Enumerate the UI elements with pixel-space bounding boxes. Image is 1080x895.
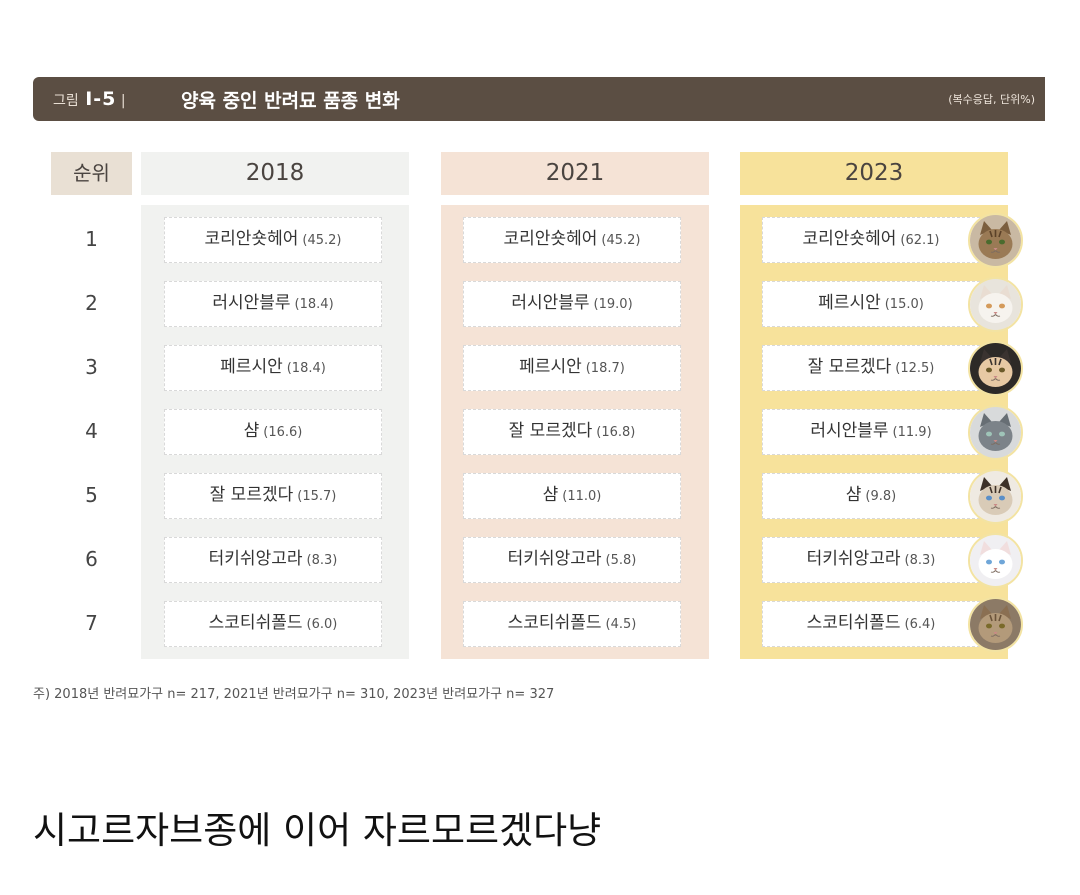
- rank-number: 2: [85, 291, 98, 315]
- white-angora-cat-icon: [968, 533, 1023, 588]
- breed-name: 터키쉬앙고라: [507, 549, 602, 569]
- white-persian-cat-icon: [968, 277, 1023, 332]
- breed-name: 샴: [243, 421, 260, 441]
- breed-percent: (19.0): [593, 297, 633, 312]
- breed-percent: (8.3): [904, 553, 936, 568]
- breed-name: 페르시안: [519, 357, 582, 377]
- breed-name: 샴: [845, 485, 862, 505]
- breed-cell-2023-rank-3: 잘 모르겠다 (12.5): [762, 345, 980, 391]
- breed-name: 러시안블루: [810, 421, 889, 441]
- breed-percent: (4.5): [605, 617, 637, 632]
- rank-number: 5: [85, 483, 98, 507]
- breed-cell-2021-rank-1: 코리안숏헤어 (45.2): [463, 217, 681, 263]
- breed-percent: (5.8): [605, 553, 637, 568]
- breed-name: 코리안숏헤어: [204, 229, 299, 249]
- breed-name: 샴: [542, 485, 559, 505]
- mixed-cat-icon: [968, 341, 1023, 396]
- figure-title: 양육 중인 반려묘 품종 변화: [181, 90, 400, 112]
- breed-name: 스코티쉬폴드: [507, 613, 602, 633]
- breed-percent: (45.2): [601, 233, 641, 248]
- breed-cell-2018-rank-5: 잘 모르겠다 (15.7): [164, 473, 382, 519]
- breed-percent: (12.5): [895, 361, 935, 376]
- breed-percent: (18.4): [294, 297, 334, 312]
- breed-cell-2018-rank-4: 샴 (16.6): [164, 409, 382, 455]
- breed-name: 페르시안: [220, 357, 283, 377]
- breed-cell-2018-rank-6: 터키쉬앙고라 (8.3): [164, 537, 382, 583]
- footnote: 주) 2018년 반려묘가구 n= 217, 2021년 반려묘가구 n= 31…: [33, 687, 555, 702]
- breed-cell-2021-rank-5: 샴 (11.0): [463, 473, 681, 519]
- unit-note: (복수응답, 단위%): [948, 93, 1035, 106]
- breed-cell-2021-rank-3: 페르시안 (18.7): [463, 345, 681, 391]
- breed-percent: (62.1): [900, 233, 940, 248]
- breed-name: 스코티쉬폴드: [208, 613, 303, 633]
- breed-percent: (11.9): [892, 425, 932, 440]
- breed-name: 러시안블루: [212, 293, 291, 313]
- rank-number: 6: [85, 547, 98, 571]
- gray-cat-icon: [968, 405, 1023, 460]
- breed-cell-2023-rank-4: 러시안블루 (11.9): [762, 409, 980, 455]
- breed-name: 러시안블루: [511, 293, 590, 313]
- breed-cell-2021-rank-7: 스코티쉬폴드 (4.5): [463, 601, 681, 647]
- breed-cell-2021-rank-2: 러시안블루 (19.0): [463, 281, 681, 327]
- breed-percent: (8.3): [306, 553, 338, 568]
- rank-number: 3: [85, 355, 98, 379]
- rank-header: 순위: [51, 152, 132, 195]
- rank-number: 7: [85, 611, 98, 635]
- breed-name: 잘 모르겠다: [508, 421, 593, 441]
- breed-cell-2023-rank-5: 샴 (9.8): [762, 473, 980, 519]
- breed-cell-2021-rank-6: 터키쉬앙고라 (5.8): [463, 537, 681, 583]
- breed-name: 터키쉬앙고라: [208, 549, 303, 569]
- figure-number: 그림 I-5 |: [53, 88, 126, 110]
- breed-name: 코리안숏헤어: [802, 229, 897, 249]
- breed-cell-2018-rank-1: 코리안숏헤어 (45.2): [164, 217, 382, 263]
- breed-cell-2023-rank-1: 코리안숏헤어 (62.1): [762, 217, 980, 263]
- breed-cell-2018-rank-2: 러시안블루 (18.4): [164, 281, 382, 327]
- caption-text: 시고르자브종에 이어 자르모르겠다냥: [33, 809, 602, 852]
- year-header-2021: 2021: [441, 152, 709, 195]
- rank-number: 1: [85, 227, 98, 251]
- breed-percent: (15.0): [884, 297, 924, 312]
- breed-cell-2023-rank-6: 터키쉬앙고라 (8.3): [762, 537, 980, 583]
- breed-cell-2018-rank-7: 스코티쉬폴드 (6.0): [164, 601, 382, 647]
- tabby-cat-icon: [968, 213, 1023, 268]
- breed-name: 잘 모르겠다: [209, 485, 294, 505]
- breed-percent: (6.0): [306, 617, 338, 632]
- breed-percent: (16.6): [263, 425, 303, 440]
- year-header-2023: 2023: [740, 152, 1008, 195]
- breed-cell-2018-rank-3: 페르시안 (18.4): [164, 345, 382, 391]
- breed-name: 잘 모르겠다: [807, 357, 892, 377]
- breed-percent: (16.8): [596, 425, 636, 440]
- breed-cell-2023-rank-7: 스코티쉬폴드 (6.4): [762, 601, 980, 647]
- year-header-2018: 2018: [141, 152, 409, 195]
- siamese-cat-icon: [968, 469, 1023, 524]
- breed-percent: (18.7): [585, 361, 625, 376]
- breed-name: 페르시안: [818, 293, 881, 313]
- breed-percent: (15.7): [297, 489, 337, 504]
- scottish-fold-cat-icon: [968, 597, 1023, 652]
- breed-percent: (9.8): [865, 489, 897, 504]
- breed-cell-2021-rank-4: 잘 모르겠다 (16.8): [463, 409, 681, 455]
- breed-percent: (45.2): [302, 233, 342, 248]
- breed-name: 스코티쉬폴드: [806, 613, 901, 633]
- breed-cell-2023-rank-2: 페르시안 (15.0): [762, 281, 980, 327]
- breed-name: 터키쉬앙고라: [806, 549, 901, 569]
- breed-percent: (11.0): [562, 489, 602, 504]
- rank-number: 4: [85, 419, 98, 443]
- breed-name: 코리안숏헤어: [503, 229, 598, 249]
- figure-header-bar: 그림 I-5 | 양육 중인 반려묘 품종 변화 (복수응답, 단위%): [33, 77, 1045, 121]
- breed-percent: (6.4): [904, 617, 936, 632]
- breed-percent: (18.4): [286, 361, 326, 376]
